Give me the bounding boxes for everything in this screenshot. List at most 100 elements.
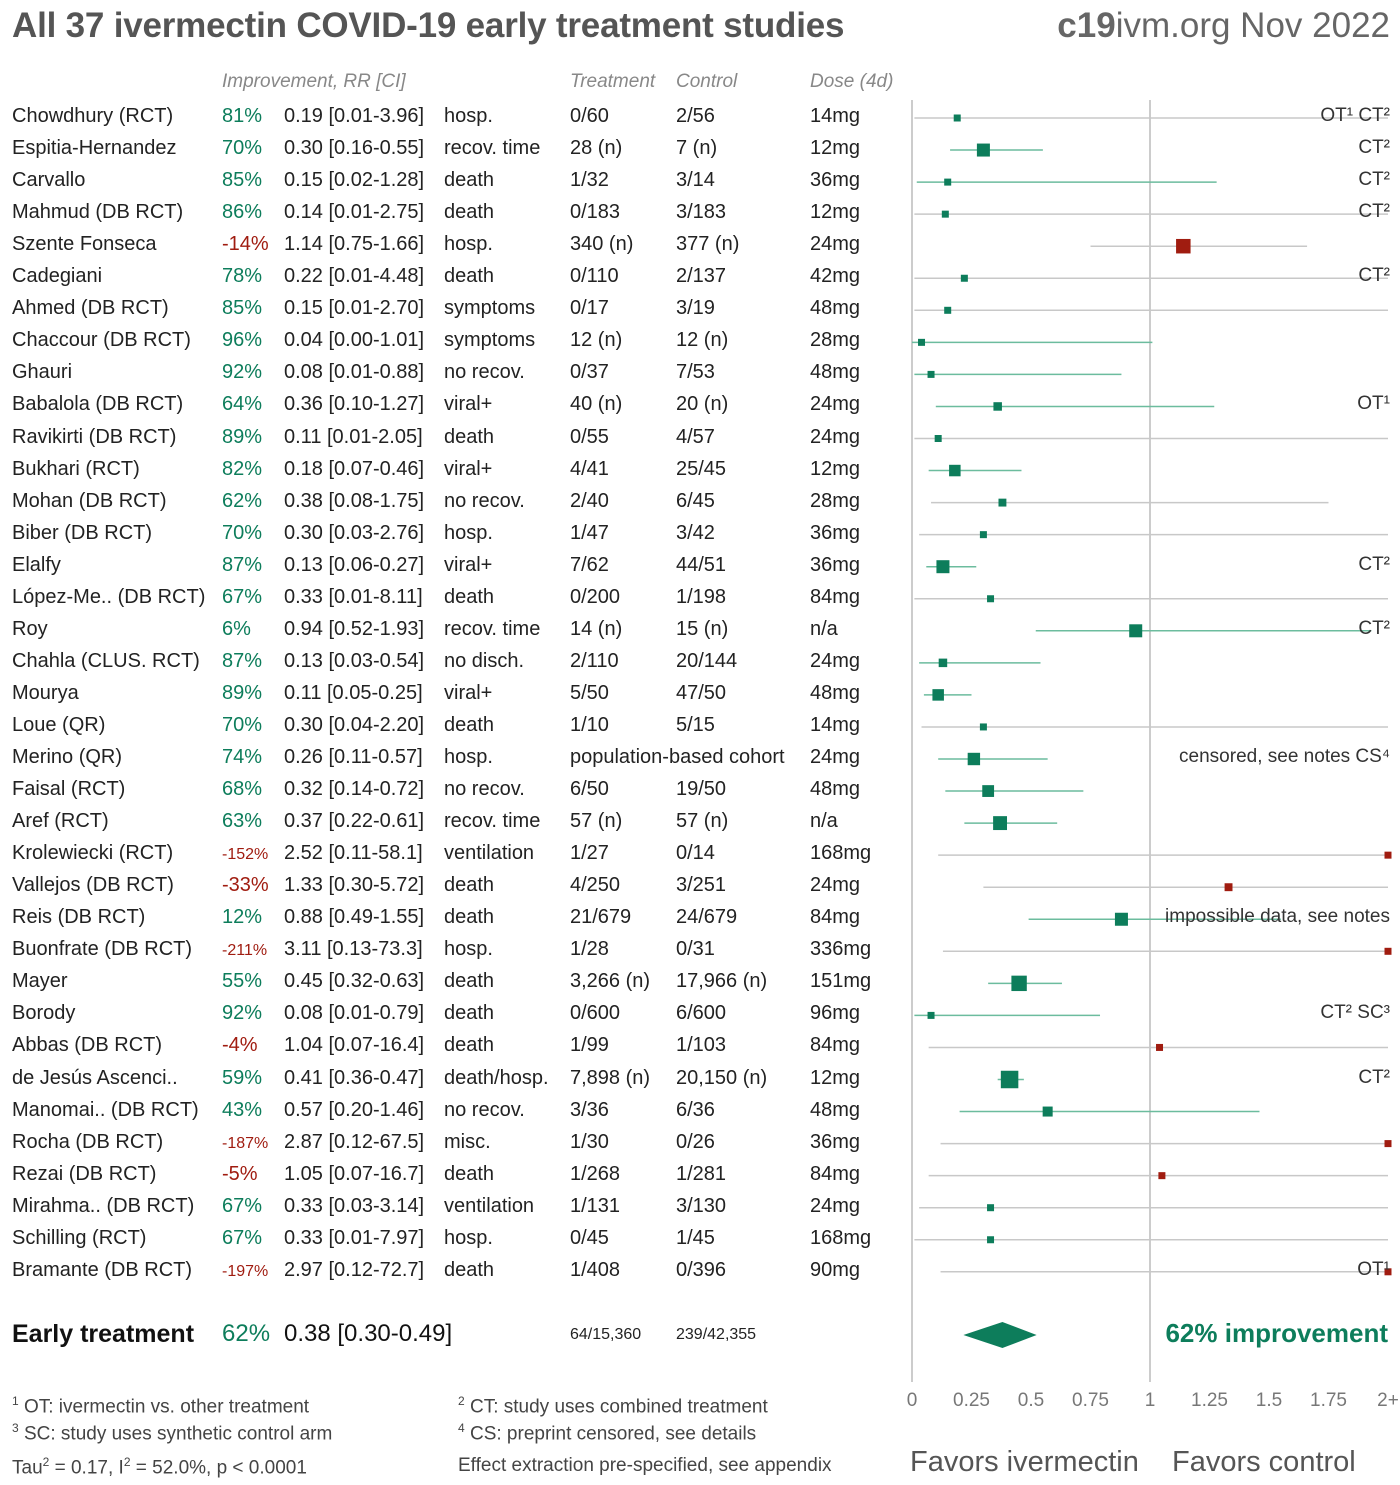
study-improvement: 78% (222, 265, 263, 288)
table-row[interactable]: Abbas (DB RCT) -4% 1.04 [0.07-16.4] death 1/… (0, 1034, 900, 1066)
summary-control: 239/42,355 (676, 1326, 757, 1343)
study-dose: 96mg (810, 1002, 861, 1025)
study-outcome: death (444, 1258, 495, 1281)
table-row[interactable]: de Jesús Ascenci.. 59% 0.41 [0.36-0.47] dea… (0, 1067, 900, 1099)
study-name: Bramante (DB RCT) (12, 1258, 193, 1281)
table-row[interactable]: Vallejos (DB RCT) -33% 1.33 [0.30-5.72] dea… (0, 874, 900, 906)
table-row[interactable]: Ghauri 92% 0.08 [0.01-0.88] no recov. 0/37 7/… (0, 361, 900, 393)
favors-ivermectin-label: Favors ivermectin (910, 1446, 1139, 1478)
study-rr: 1.33 [0.30-5.72] (284, 874, 425, 897)
study-name: Mahmud (DB RCT) (12, 201, 184, 224)
table-row[interactable]: Aref (RCT) 63% 0.37 [0.22-0.61] recov. time… (0, 810, 900, 842)
effect-marker (960, 274, 968, 282)
study-dose: 42mg (810, 265, 861, 288)
table-row[interactable]: Borody 92% 0.08 [0.01-0.79] death 0/600 6/600… (0, 1002, 900, 1034)
table-row[interactable]: Rocha (DB RCT) -187% 2.87 [0.12-67.5] misc.… (0, 1131, 900, 1163)
study-control: 0/396 (676, 1258, 727, 1281)
study-improvement: 6% (222, 617, 251, 640)
stats-tail: = 52.0%, p < 0.0001 (130, 1457, 307, 1479)
study-name: Borody (12, 1002, 76, 1025)
study-improvement: 70% (222, 137, 263, 160)
study-control: 6/600 (676, 1002, 727, 1025)
table-row[interactable]: Mahmud (DB RCT) 86% 0.14 [0.01-2.75] death 0… (0, 201, 900, 233)
study-treatment: 4/250 (570, 874, 621, 897)
study-control: 20/144 (676, 649, 738, 672)
study-control: 3/130 (676, 1194, 727, 1217)
study-rr: 0.33 [0.01-8.11] (284, 585, 423, 608)
effect-marker (1042, 1106, 1053, 1117)
study-improvement: 92% (222, 361, 263, 384)
table-row[interactable]: Espitia-Hernandez 70% 0.30 [0.16-0.55] reco… (0, 137, 900, 169)
study-rr: 0.32 [0.14-0.72] (284, 778, 425, 801)
study-rr: 1.14 [0.75-1.66] (284, 233, 425, 256)
brand[interactable]: c19ivm.org Nov 2022 (1057, 6, 1390, 46)
study-treatment: 1/408 (570, 1258, 621, 1281)
study-treatment: 1/30 (570, 1130, 609, 1153)
study-treatment: 0/17 (570, 297, 609, 320)
table-row[interactable]: Merino (QR) 74% 0.26 [0.11-0.57] hosp. popul… (0, 746, 900, 778)
table-row[interactable]: Mohan (DB RCT) 62% 0.38 [0.08-1.75] no reco… (0, 490, 900, 522)
footnote-cs: 4 CS: preprint censored, see details (458, 1421, 757, 1445)
table-row[interactable]: Cadegiani 78% 0.22 [0.01-4.48] death 0/110 2/… (0, 265, 900, 297)
study-rr: 2.97 [0.12-72.7] (284, 1258, 425, 1281)
study-control: 1/198 (676, 585, 727, 608)
table-row[interactable]: Ahmed (DB RCT) 85% 0.15 [0.01-2.70] symptom… (0, 297, 900, 329)
table-row[interactable]: Bukhari (RCT) 82% 0.18 [0.07-0.46] viral+ 4/… (0, 458, 900, 490)
table-row[interactable]: Mourya 89% 0.11 [0.05-0.25] viral+ 5/50 47/50… (0, 682, 900, 714)
study-rr: 2.52 [0.11-58.1] (284, 842, 423, 865)
table-row[interactable]: Faisal (RCT) 68% 0.32 [0.14-0.72] no recov.… (0, 778, 900, 810)
study-control: 377 (n) (676, 233, 740, 256)
effect-marker (936, 560, 950, 574)
study-dose: 151mg (810, 970, 872, 993)
study-name: Mohan (DB RCT) (12, 489, 167, 512)
table-row[interactable]: Loue (QR) 70% 0.30 [0.04-2.20] death 1/10 5/1… (0, 714, 900, 746)
effect-marker (1158, 1172, 1166, 1180)
study-treatment: 5/50 (570, 681, 609, 704)
study-rr: 0.94 [0.52-1.93] (284, 617, 425, 640)
study-control: 7/53 (676, 361, 715, 384)
study-note: CT² (1358, 265, 1390, 287)
table-row[interactable]: Chaccour (DB RCT) 96% 0.04 [0.00-1.01] symp… (0, 329, 900, 361)
study-treatment: 0/183 (570, 201, 621, 224)
table-row[interactable]: Reis (DB RCT) 12% 0.88 [0.49-1.55] death 21/… (0, 906, 900, 938)
table-row[interactable]: Bramante (DB RCT) -197% 2.97 [0.12-72.7] de… (0, 1259, 900, 1291)
table-row[interactable]: Buonfrate (DB RCT) -211% 3.11 [0.13-73.3] h… (0, 938, 900, 970)
table-row[interactable]: Mayer 55% 0.45 [0.32-0.63] death 3,266 (n) 17… (0, 970, 900, 1002)
effect-marker (938, 658, 948, 668)
table-row[interactable]: Schilling (RCT) 67% 0.33 [0.01-7.97] hosp. 0… (0, 1227, 900, 1259)
study-rr: 0.15 [0.02-1.28] (284, 169, 425, 192)
study-dose: 14mg (810, 105, 861, 127)
table-row[interactable]: Carvallo 85% 0.15 [0.02-1.28] death 1/32 3/14… (0, 169, 900, 201)
table-row[interactable]: Roy 6% 0.94 [0.52-1.93] recov. time 14 (n) 15… (0, 618, 900, 650)
effect-marker (967, 752, 981, 766)
table-row[interactable]: Mirahma.. (DB RCT) 67% 0.33 [0.03-3.14] ven… (0, 1195, 900, 1227)
table-row[interactable]: Elalfy 87% 0.13 [0.06-0.27] viral+ 7/62 44/51… (0, 554, 900, 586)
study-dose: 48mg (810, 778, 861, 801)
footnote-extraction[interactable]: Effect extraction pre-specified, see app… (458, 1455, 832, 1476)
study-control: 3/42 (676, 521, 715, 544)
study-note: CT² (1358, 553, 1390, 575)
effect-marker (1224, 883, 1233, 892)
study-note: OT¹ (1357, 393, 1390, 415)
table-row[interactable]: Rezai (DB RCT) -5% 1.05 [0.07-16.7] death 1/… (0, 1163, 900, 1195)
table-row[interactable]: Szente Fonseca -14% 1.14 [0.75-1.66] hosp. 3… (0, 233, 900, 265)
effect-marker (998, 498, 1007, 507)
study-improvement: 85% (222, 297, 263, 320)
footnote-ot: 1 OT: ivermectin vs. other treatment (12, 1394, 310, 1418)
study-improvement: -14% (222, 233, 269, 256)
table-row[interactable]: Chowdhury (RCT) 81% 0.19 [0.01-3.96] hosp. 0… (0, 105, 900, 137)
footnote-sc: 3 SC: study uses synthetic control arm (12, 1421, 333, 1445)
table-row[interactable]: Manomai.. (DB RCT) 43% 0.57 [0.20-1.46] no … (0, 1099, 900, 1131)
study-name: Szente Fonseca (12, 233, 157, 256)
table-row[interactable]: Babalola (DB RCT) 64% 0.36 [0.10-1.27] vira… (0, 393, 900, 425)
study-outcome: death (444, 201, 495, 224)
table-row[interactable]: Chahla (CLUS. RCT) 87% 0.13 [0.03-0.54] no … (0, 650, 900, 682)
table-row[interactable]: Ravikirti (DB RCT) 89% 0.11 [0.01-2.05] dea… (0, 426, 900, 458)
study-improvement: -211% (222, 942, 268, 960)
effect-marker (934, 435, 942, 442)
table-row[interactable]: López-Me.. (DB RCT) 67% 0.33 [0.01-8.11] de… (0, 586, 900, 618)
table-row[interactable]: Krolewiecki (RCT) -152% 2.52 [0.11-58.1] ve… (0, 842, 900, 874)
study-treatment: 0/60 (570, 105, 609, 127)
table-row[interactable]: Biber (DB RCT) 70% 0.30 [0.03-2.76] hosp. 1/… (0, 522, 900, 554)
